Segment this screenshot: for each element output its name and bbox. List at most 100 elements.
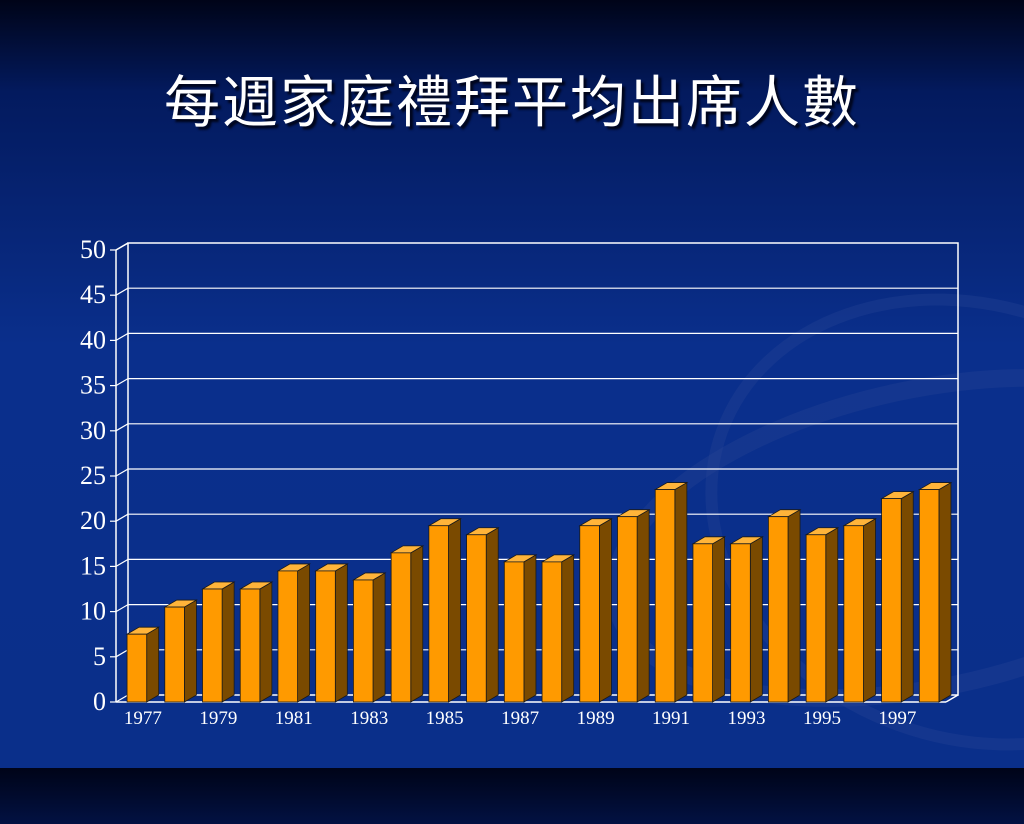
bar-front	[579, 525, 600, 703]
bar-front	[692, 543, 713, 703]
gridline-side	[115, 649, 129, 658]
bar-side	[334, 563, 348, 703]
bar-1993	[729, 536, 764, 703]
bar-1982	[314, 563, 349, 703]
gridline-side	[115, 513, 129, 522]
bar-front	[843, 525, 864, 703]
gridline-side	[115, 378, 129, 387]
bar-front	[315, 570, 336, 703]
x-tick-label: 1987	[501, 708, 539, 729]
bar-front	[390, 552, 412, 703]
bar-side	[712, 536, 725, 703]
y-tick-label: 25	[80, 461, 106, 490]
x-tick-label: 1977	[124, 708, 162, 729]
bar-front	[541, 561, 563, 703]
x-axis-depth-line	[945, 694, 959, 703]
x-tick-label: 1985	[426, 708, 464, 729]
y-tick-label: 45	[80, 280, 106, 309]
bar-side	[787, 508, 801, 703]
bar-1991	[653, 481, 689, 703]
bar-side	[749, 536, 763, 703]
gridline-side	[115, 287, 129, 296]
y-tick-label: 10	[80, 597, 106, 626]
y-tick-label: 40	[80, 325, 106, 354]
bar-1987	[502, 554, 538, 703]
x-tick-label: 1989	[577, 708, 615, 729]
bar-front	[126, 633, 148, 703]
bar-side	[636, 508, 650, 703]
bar-front	[881, 498, 902, 703]
bar-1983	[351, 572, 387, 703]
y-tick-label: 35	[80, 371, 106, 400]
y-tick-label: 0	[93, 687, 106, 716]
bar-front	[918, 489, 940, 703]
slide-title: 每週家庭禮拜平均出席人數	[164, 71, 860, 136]
bar-1994	[766, 508, 802, 703]
bar-side	[825, 527, 839, 703]
bar-front	[428, 525, 449, 703]
x-tick-label: 1993	[728, 708, 766, 729]
bar-1996	[842, 518, 877, 703]
y-tick-label: 30	[80, 416, 106, 445]
bar-side	[146, 626, 160, 703]
bar-side	[297, 563, 310, 703]
bar-front	[164, 606, 185, 703]
bar-side	[259, 581, 273, 703]
bar-1986	[465, 527, 500, 703]
bar-1989	[578, 518, 613, 703]
bar-side	[599, 518, 612, 703]
bar-1979	[201, 581, 236, 703]
bar-front	[768, 516, 789, 703]
bar-side	[372, 572, 386, 703]
gridline-side	[115, 242, 129, 251]
bar-side	[938, 481, 952, 703]
bar-1997	[880, 490, 915, 703]
bar-1978	[163, 599, 198, 703]
y-tick-label: 5	[93, 642, 106, 671]
bar-front	[239, 588, 261, 703]
bar-front	[353, 579, 374, 703]
bar-1988	[540, 554, 576, 703]
y-tick-label: 20	[80, 506, 106, 535]
y-tick-label: 50	[80, 235, 106, 264]
gridline-side	[115, 694, 129, 703]
bar-front	[805, 534, 827, 703]
gridline-side	[115, 423, 129, 432]
bar-front	[466, 534, 487, 703]
x-tick-label: 1983	[350, 708, 388, 729]
gridline-side	[115, 468, 129, 477]
bar-1998	[917, 481, 953, 703]
bar-1981	[276, 563, 312, 703]
bar-side	[183, 599, 197, 703]
bar-side	[485, 527, 499, 703]
x-tick-label: 1979	[199, 708, 237, 729]
gridline-side	[115, 558, 129, 567]
bar-front	[202, 588, 223, 703]
bar-side	[674, 481, 688, 703]
bar-side	[448, 518, 461, 703]
bar-side	[523, 554, 537, 703]
bar-front	[654, 489, 676, 703]
bar-front	[277, 570, 298, 703]
bar-front	[617, 516, 638, 703]
bar-1985	[427, 518, 462, 703]
bar-1990	[616, 508, 651, 703]
bar-1984	[389, 545, 425, 703]
bar-1995	[804, 527, 840, 703]
x-tick-label: 1995	[803, 708, 841, 729]
bar-side	[410, 545, 424, 703]
bar-1980	[238, 581, 274, 703]
x-tick-label: 1981	[275, 708, 313, 729]
gridline-side	[115, 604, 129, 613]
y-tick-label: 15	[80, 551, 106, 580]
gridline-side	[115, 332, 129, 341]
x-tick-label: 1991	[652, 708, 690, 729]
bar-side	[561, 554, 575, 703]
bar-side	[221, 581, 235, 703]
bar-chart: 0 5 10 15 20 25 30 35 40 45 50 1977 1979 1981 1983 1985…	[80, 235, 959, 729]
bar-side	[900, 490, 914, 703]
bar-1977	[125, 626, 161, 703]
bar-side	[863, 518, 876, 703]
bar-front	[730, 543, 751, 703]
bar-1992	[691, 536, 727, 703]
